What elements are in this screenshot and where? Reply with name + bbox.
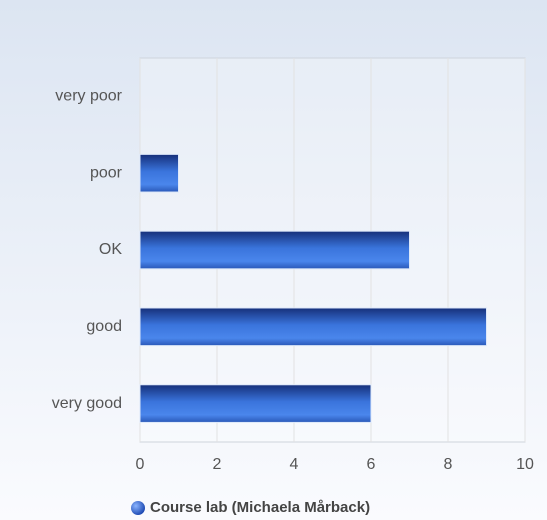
- bar: [139, 384, 372, 423]
- x-tick-label: 10: [516, 456, 534, 473]
- bar: [139, 307, 487, 347]
- y-tick-label: OK: [99, 241, 122, 258]
- x-tick-label: 2: [213, 456, 222, 473]
- y-tick-label: very good: [52, 395, 122, 412]
- legend-marker: [131, 501, 145, 515]
- legend-label: Course lab (Michaela Mårback): [150, 499, 370, 516]
- y-tick-label: good: [86, 318, 122, 335]
- x-tick-label: 8: [444, 456, 453, 473]
- bar: [139, 153, 179, 193]
- x-tick-label: 6: [367, 456, 376, 473]
- x-tick-label: 0: [136, 456, 145, 473]
- y-tick-label: very poor: [55, 88, 122, 105]
- x-tick-label: 4: [290, 456, 299, 473]
- bar: [139, 230, 410, 270]
- y-tick-label: poor: [90, 164, 123, 181]
